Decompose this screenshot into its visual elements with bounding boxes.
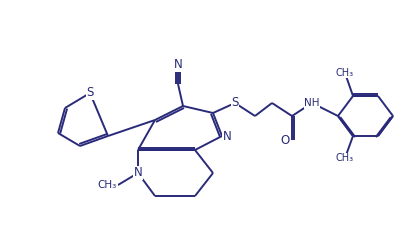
Text: CH₃: CH₃ (336, 153, 354, 163)
Text: CH₃: CH₃ (336, 68, 354, 78)
Text: N: N (134, 167, 142, 179)
Text: NH: NH (304, 98, 320, 108)
Text: N: N (223, 130, 232, 143)
Text: N: N (173, 58, 182, 72)
Text: CH₃: CH₃ (98, 180, 117, 190)
Text: S: S (231, 97, 239, 109)
Text: S: S (86, 86, 94, 100)
Text: O: O (281, 134, 290, 146)
